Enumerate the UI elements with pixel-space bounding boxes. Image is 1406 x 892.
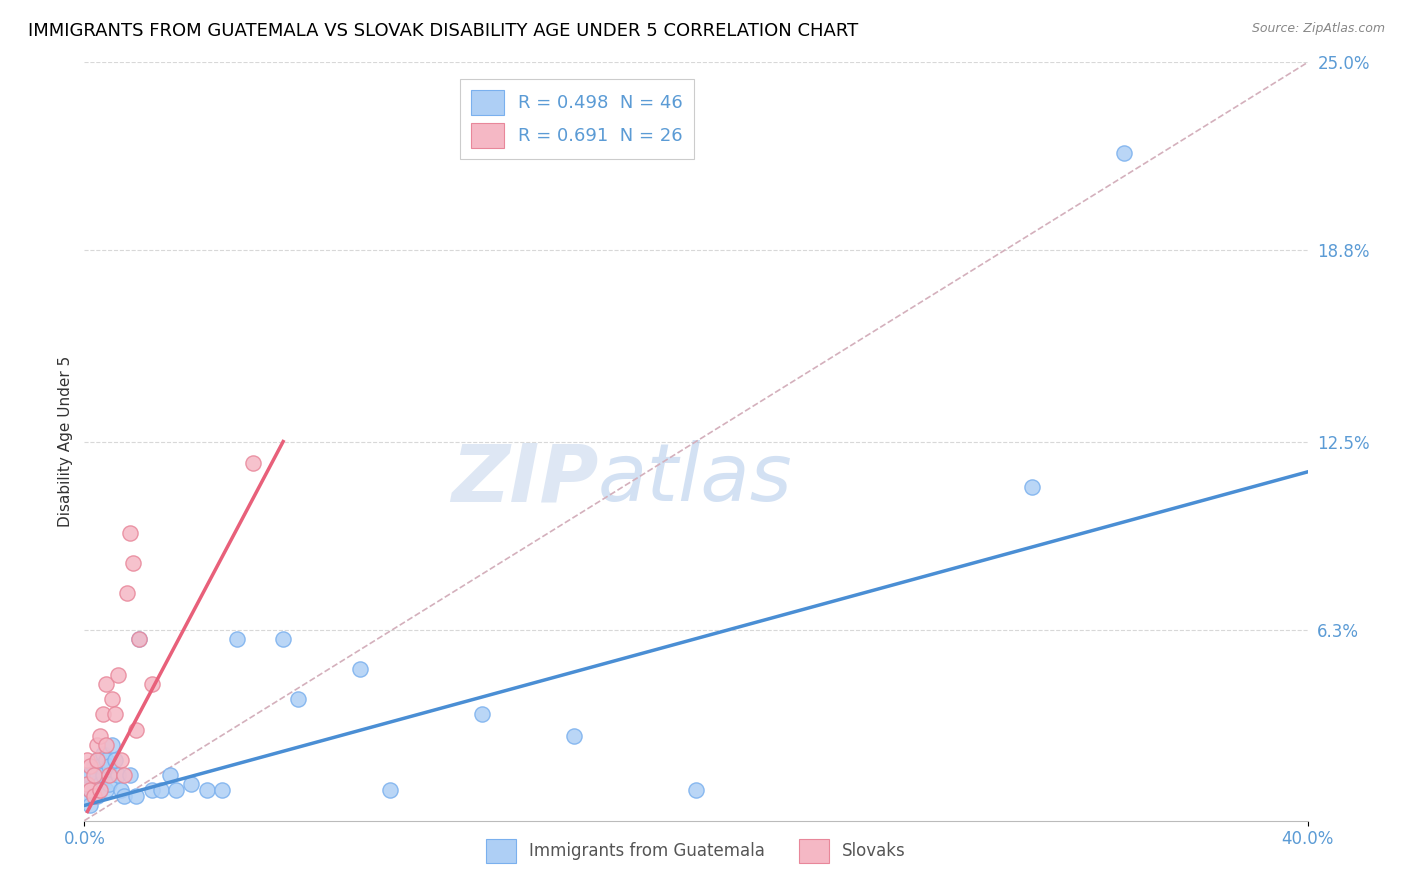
Point (86, 738, 108, 752)
Point (149, 783, 172, 797)
Text: Source: ZipAtlas.com: Source: ZipAtlas.com (1251, 22, 1385, 36)
Point (1021, 480, 1043, 494)
Point (349, 662, 371, 676)
Point (141, 783, 163, 797)
Point (195, 783, 218, 797)
Point (79, 798, 101, 813)
Point (97, 768, 120, 782)
Point (86, 753, 108, 767)
Point (79, 768, 101, 782)
Point (128, 632, 150, 646)
Point (94, 677, 117, 691)
Point (110, 753, 132, 767)
Point (287, 692, 309, 706)
Text: atlas: atlas (598, 441, 793, 518)
Point (271, 632, 294, 646)
Point (128, 632, 150, 646)
Point (112, 768, 135, 782)
Point (86, 753, 108, 767)
Point (141, 677, 163, 691)
Point (120, 768, 142, 782)
Point (380, 783, 402, 797)
Point (97, 759, 120, 773)
Point (101, 692, 124, 706)
Point (104, 707, 127, 722)
Point (125, 789, 148, 804)
Point (94, 738, 117, 752)
Point (685, 783, 707, 797)
Point (97, 777, 120, 791)
Point (79, 783, 101, 797)
Point (76, 789, 98, 804)
Text: ZIP: ZIP (451, 441, 598, 518)
Point (83, 777, 105, 791)
Point (83, 789, 105, 804)
Point (79, 783, 101, 797)
Point (86, 768, 108, 782)
Point (83, 759, 105, 773)
Point (89, 783, 111, 797)
Point (76, 777, 98, 791)
Point (101, 738, 124, 752)
Point (91, 747, 114, 761)
Point (110, 783, 132, 797)
Point (94, 783, 117, 797)
Point (1114, 146, 1136, 161)
Point (180, 777, 202, 791)
Point (91, 768, 114, 782)
Point (120, 525, 142, 540)
Point (125, 723, 148, 737)
Point (104, 753, 127, 767)
Point (159, 768, 181, 782)
Point (83, 783, 105, 797)
Point (112, 789, 135, 804)
Point (226, 632, 249, 646)
Point (89, 729, 111, 743)
Point (89, 777, 111, 791)
Point (165, 783, 187, 797)
Point (94, 753, 117, 767)
Point (562, 729, 585, 743)
Point (89, 783, 111, 797)
Point (76, 753, 98, 767)
Point (107, 768, 129, 782)
Point (122, 556, 145, 570)
Text: IMMIGRANTS FROM GUATEMALA VS SLOVAK DISABILITY AGE UNDER 5 CORRELATION CHART: IMMIGRANTS FROM GUATEMALA VS SLOVAK DISA… (28, 22, 859, 40)
Point (107, 668, 129, 682)
Point (86, 789, 108, 804)
Point (115, 586, 138, 600)
Point (76, 777, 98, 791)
Point (211, 783, 233, 797)
Point (242, 456, 264, 470)
Y-axis label: Disability Age Under 5: Disability Age Under 5 (58, 356, 73, 527)
Point (89, 759, 111, 773)
Point (76, 768, 98, 782)
Legend: Immigrants from Guatemala, Slovaks: Immigrants from Guatemala, Slovaks (479, 832, 912, 869)
Point (83, 768, 105, 782)
Point (79, 759, 101, 773)
Point (91, 707, 114, 722)
Point (471, 707, 494, 722)
